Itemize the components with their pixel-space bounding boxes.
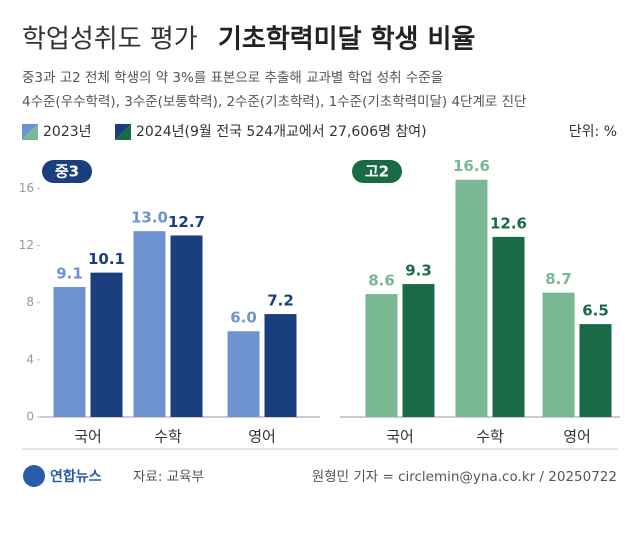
unit-label: 단위: % [569, 124, 617, 140]
logo-text: 연합뉴스 [50, 468, 102, 485]
bar [90, 272, 123, 417]
y-tick-label: 0 [26, 410, 34, 424]
value-label: 8.6 [368, 272, 395, 290]
y-tick-label: 8 [26, 295, 34, 309]
value-label: 8.7 [545, 270, 572, 288]
legend-label: 2023년 [43, 124, 92, 140]
y-tick-label: 12 [19, 238, 34, 252]
bar [133, 231, 166, 417]
panel-label: 중3 [55, 163, 79, 181]
bar [264, 314, 297, 417]
subtitle: 4수준(우수학력), 3수준(보통학력), 2수준(기초학력), 1수준(기초학… [22, 94, 526, 110]
value-label: 10.1 [88, 250, 125, 268]
value-label: 7.2 [267, 292, 294, 310]
bar [227, 331, 260, 417]
bar [492, 236, 525, 417]
bar [365, 294, 398, 417]
title-light: 학업성취도 평가 [22, 25, 198, 55]
value-label: 12.6 [490, 214, 527, 232]
panel-label-bg [42, 160, 92, 183]
bar [455, 179, 488, 417]
value-label: 6.5 [582, 302, 609, 320]
value-label: 16.6 [453, 157, 490, 175]
panel-label-bg [352, 160, 402, 183]
x-tick-label: 영어 [248, 428, 276, 446]
subtitle: 중3과 고2 전체 학생의 약 3%를 표본으로 추출해 교과별 학업 성취 수… [22, 70, 443, 86]
value-label: 9.1 [56, 264, 83, 282]
x-tick-label: 영어 [563, 428, 591, 446]
bar [402, 284, 435, 417]
value-label: 6.0 [230, 309, 257, 327]
value-label: 12.7 [168, 213, 205, 231]
bar [170, 235, 203, 417]
y-tick-label: 4 [26, 352, 34, 366]
source: 자료: 교육부 [133, 469, 204, 485]
x-tick-label: 수학 [154, 428, 182, 446]
value-label: 9.3 [405, 262, 432, 280]
x-tick-label: 수학 [476, 428, 504, 446]
logo-icon [23, 465, 45, 487]
panel-label: 고2 [365, 163, 389, 181]
x-tick-label: 국어 [74, 428, 102, 446]
y-tick-label: 16 [19, 181, 34, 195]
title-bold: 기초학력미달 학생 비율 [218, 25, 475, 55]
legend-swatch [22, 124, 38, 140]
value-label: 13.0 [131, 209, 168, 227]
bar [579, 324, 612, 417]
credit: 원형민 기자 = circlemin@yna.co.kr / 20250722 [312, 469, 617, 485]
legend-label: 2024년(9월 전국 524개교에서 27,606명 참여) [136, 124, 427, 140]
x-tick-label: 국어 [386, 428, 414, 446]
legend-swatch [115, 124, 131, 140]
bar [53, 286, 86, 417]
bar [542, 292, 575, 417]
